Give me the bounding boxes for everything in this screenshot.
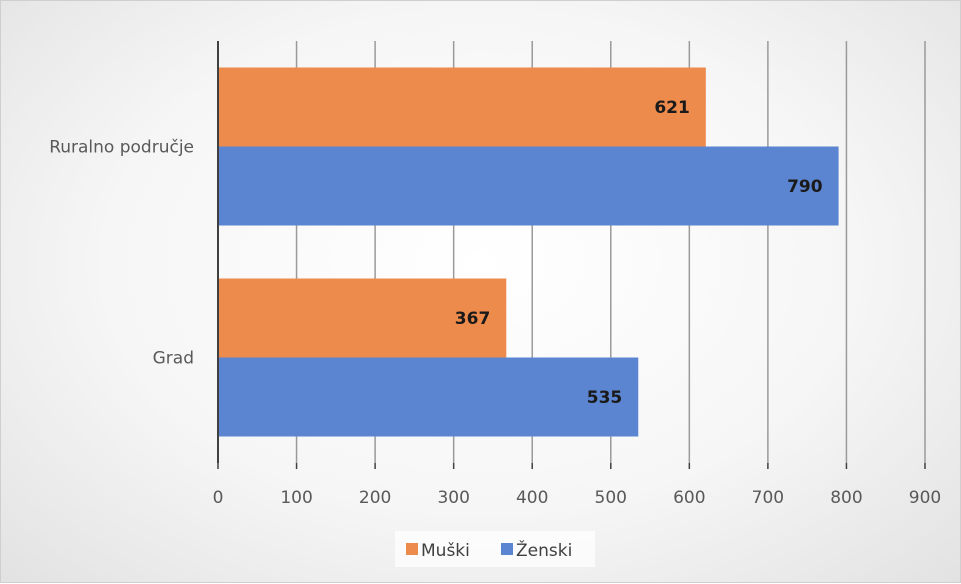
bar-Muški-Ruralno područje — [218, 67, 706, 147]
bar-Muški-Grad — [218, 278, 507, 358]
legend: Muški Ženski — [395, 531, 595, 567]
x-tick-label-0: 0 — [213, 488, 224, 508]
x-tick-label-200: 200 — [359, 488, 391, 508]
x-tick-label-700: 700 — [752, 488, 784, 508]
data-label-Muški-Grad: 367 — [455, 309, 491, 329]
x-tick-label-400: 400 — [516, 488, 548, 508]
bar-Ženski-Ruralno područje — [218, 146, 839, 226]
labels: 0 100 200 300 400 500 600 700 800 900 621 790 Ruraln… — [49, 98, 941, 508]
x-tick-label-500: 500 — [595, 488, 627, 508]
legend-swatch-Ženski — [501, 543, 513, 555]
data-label-Muški-Ruralno područje: 621 — [654, 98, 690, 118]
x-tick-label-900: 900 — [909, 488, 941, 508]
bars — [218, 67, 839, 437]
bar-Ženski-Grad — [218, 357, 639, 437]
x-tick-label-100: 100 — [280, 488, 312, 508]
axes — [217, 41, 926, 469]
data-label-Ženski-Ruralno područje: 790 — [787, 177, 823, 197]
category-label: Ruralno područje — [49, 138, 194, 158]
legend-label-Ženski: Ženski — [516, 539, 572, 561]
data-label-Ženski-Grad: 535 — [587, 388, 623, 408]
legend-swatch-Muški — [406, 543, 418, 555]
legend-label-Muški: Muški — [421, 541, 470, 561]
category-label: Grad — [153, 349, 194, 369]
legend-box — [395, 531, 595, 567]
x-tick-label-300: 300 — [437, 488, 469, 508]
x-tick-label-600: 600 — [673, 488, 705, 508]
x-tick-label-800: 800 — [830, 488, 862, 508]
